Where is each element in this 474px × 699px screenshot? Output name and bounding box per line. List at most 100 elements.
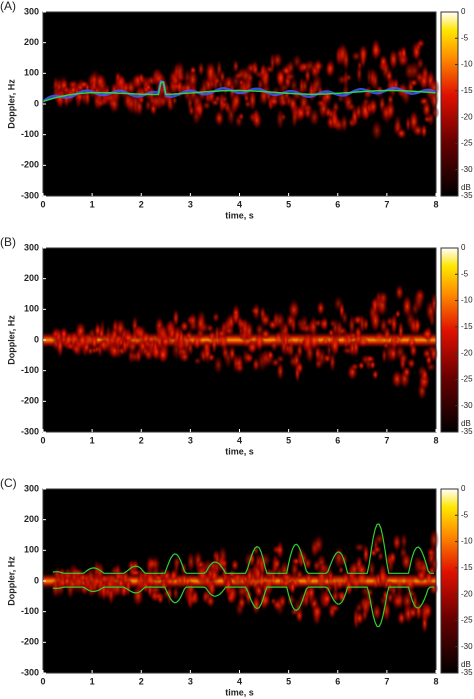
- spectral-blob: [245, 352, 251, 363]
- y-tick-label: -300: [21, 667, 39, 677]
- spectrogram: [43, 524, 439, 634]
- spectrogram: [43, 38, 440, 141]
- spectral-blob: [180, 320, 189, 332]
- y-tick-label: -300: [21, 426, 39, 436]
- colorbar-tick-label: 0: [461, 484, 466, 493]
- x-tick-label: 0: [40, 199, 45, 209]
- spectral-blob: [407, 358, 416, 369]
- x-tick-label: 3: [188, 435, 193, 445]
- colorbar-tick-label: -15: [461, 86, 473, 95]
- spectral-blob: [189, 66, 196, 75]
- colorbar-tick-label: -25: [461, 139, 473, 148]
- spectral-blob: [98, 327, 105, 340]
- colorbar-tick-label: -30: [461, 642, 473, 651]
- panel-label: (C): [0, 476, 17, 490]
- spectral-blob: [403, 366, 411, 378]
- spectral-blob: [172, 309, 179, 328]
- spectral-blob: [421, 123, 428, 138]
- colorbar-tick-label: 0: [461, 243, 466, 252]
- spectral-blob: [357, 337, 369, 347]
- spectral-blob: [322, 316, 329, 332]
- spectral-blob: [290, 579, 296, 595]
- y-tick-label: 200: [24, 37, 39, 47]
- x-tick-label: 8: [433, 676, 438, 686]
- y-tick-label: 300: [24, 483, 39, 493]
- spectral-blob: [395, 284, 404, 301]
- colorbar: [440, 488, 459, 674]
- x-tick-label: 1: [90, 199, 95, 209]
- panel: (A)0 1 2 3 4 5 6 7 8-300-200-1000100200300time, …: [0, 0, 473, 220]
- spectral-blob: [252, 111, 262, 130]
- spectral-blob: [396, 128, 406, 140]
- spectral-blob: [322, 594, 331, 605]
- spectral-blob: [330, 335, 340, 357]
- spectral-blob: [398, 320, 404, 342]
- spectral-blob: [399, 352, 409, 365]
- colorbar-tick-label: -10: [461, 537, 473, 546]
- spectral-blob: [372, 603, 382, 621]
- y-tick-label: -200: [21, 396, 39, 406]
- spectral-blob: [276, 540, 284, 560]
- spectral-blob: [377, 551, 384, 561]
- x-tick-label: 4: [237, 676, 242, 686]
- colorbar-tick-label: -20: [461, 589, 473, 598]
- x-tick-label: 3: [188, 199, 193, 209]
- panel-label: (A): [0, 0, 16, 13]
- panel-label: (B): [0, 235, 16, 249]
- spectral-blob: [430, 344, 438, 362]
- colorbar-tick-label: -25: [461, 375, 473, 384]
- spectral-blob: [202, 340, 212, 354]
- x-tick-label: 7: [384, 199, 389, 209]
- spectral-blob: [329, 604, 340, 613]
- spectral-blob: [429, 528, 439, 552]
- y-tick-label: 100: [24, 545, 39, 555]
- spectral-blob: [416, 39, 425, 49]
- spectral-blob: [175, 60, 185, 83]
- spectral-blob: [296, 569, 304, 580]
- spectral-blob: [363, 544, 370, 565]
- spectral-blob: [202, 101, 211, 111]
- upper-envelope: [53, 524, 434, 573]
- spectral-blob: [276, 361, 284, 381]
- spectral-blob: [343, 48, 350, 71]
- spectral-blob: [401, 552, 412, 572]
- spectral-blob: [316, 301, 325, 316]
- colorbar-tick-label: -5: [461, 269, 469, 278]
- spectral-blob: [172, 96, 178, 106]
- x-tick-label: 4: [237, 435, 242, 445]
- colorbar-tick-label: -20: [461, 112, 473, 121]
- spectral-blob: [219, 333, 228, 353]
- spectral-blob: [395, 309, 401, 318]
- colorbar: [440, 247, 459, 433]
- colorbar-tick-label: -35: [461, 668, 473, 677]
- spectral-blob: [412, 124, 423, 137]
- y-tick-label: 300: [24, 6, 39, 16]
- spectral-blob: [392, 533, 401, 551]
- spectral-blob: [233, 308, 239, 317]
- x-tick-label: 8: [433, 199, 438, 209]
- spectral-blob: [421, 368, 429, 382]
- x-tick-label: 7: [384, 676, 389, 686]
- spectral-blob: [429, 582, 438, 595]
- x-tick-label: 1: [90, 676, 95, 686]
- spectral-blob: [341, 309, 349, 326]
- y-tick-label: -100: [21, 129, 39, 139]
- x-tick-label: 5: [286, 676, 291, 686]
- spectral-blob: [197, 99, 204, 120]
- spectral-blob: [363, 317, 369, 331]
- spectral-blob: [368, 559, 376, 580]
- spectral-blob: [248, 88, 257, 111]
- spectral-blob: [261, 328, 271, 339]
- colorbar-tick-label: -35: [461, 427, 473, 436]
- spectral-blob: [198, 61, 205, 77]
- x-tick-label: 8: [433, 435, 438, 445]
- spectral-blob: [157, 346, 168, 364]
- spectral-blob: [208, 353, 216, 362]
- spectral-blob: [401, 45, 407, 61]
- spectral-blob: [226, 584, 238, 605]
- spectral-blob: [245, 320, 254, 342]
- y-tick-label: 0: [34, 334, 39, 344]
- x-tick-label: 2: [139, 199, 144, 209]
- spectral-blob: [383, 325, 391, 342]
- x-tick-label: 3: [188, 676, 193, 686]
